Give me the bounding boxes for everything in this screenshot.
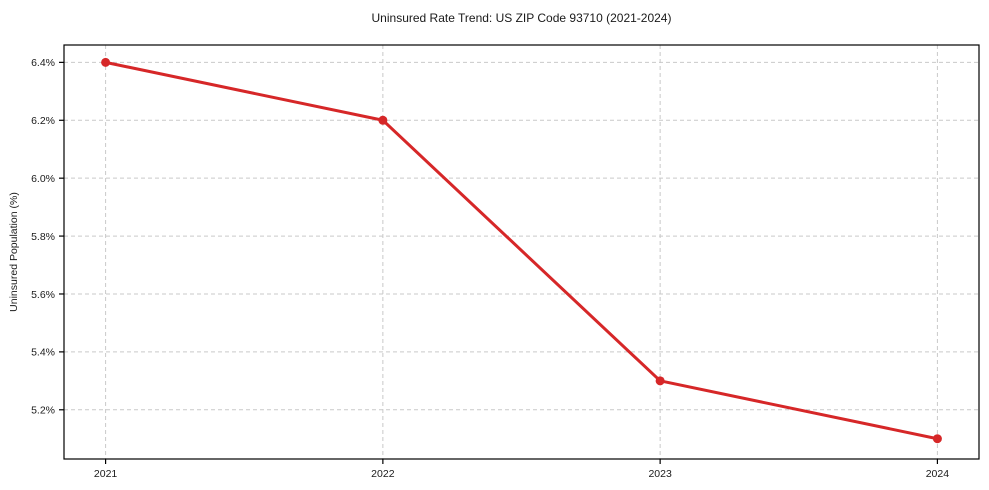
trend-line — [104, 60, 939, 441]
x-tick-label: 2023 — [648, 468, 672, 480]
x-tick-label: 2022 — [371, 468, 395, 480]
gridlines — [64, 45, 979, 459]
data-point-marker — [655, 376, 665, 386]
y-tick-label: 6.4% — [31, 57, 55, 69]
y-tick-label: 5.8% — [31, 231, 55, 243]
x-tick-label: 2021 — [94, 468, 118, 480]
plot-border — [63, 44, 980, 460]
y-tick-label: 5.2% — [31, 405, 55, 417]
axes: 5.2% 5.4% 5.6% 5.8% 6.0% 6.2% 6.4% 2021 2022 2023… — [31, 57, 949, 480]
chart-title: Uninsured Rate Trend: US ZIP Code 93710 … — [372, 11, 672, 25]
data-point-marker — [932, 434, 942, 444]
x-tick-label: 2024 — [926, 468, 950, 480]
y-tick-label: 6.2% — [31, 115, 55, 127]
y-tick-label: 5.6% — [31, 289, 55, 301]
y-tick-label: 6.0% — [31, 173, 55, 185]
y-axis-label: Uninsured Population (%) — [8, 192, 20, 312]
y-tick-label: 5.4% — [31, 347, 55, 359]
data-point-marker — [378, 115, 388, 125]
data-point-marker — [101, 57, 111, 67]
data-series — [101, 57, 942, 444]
